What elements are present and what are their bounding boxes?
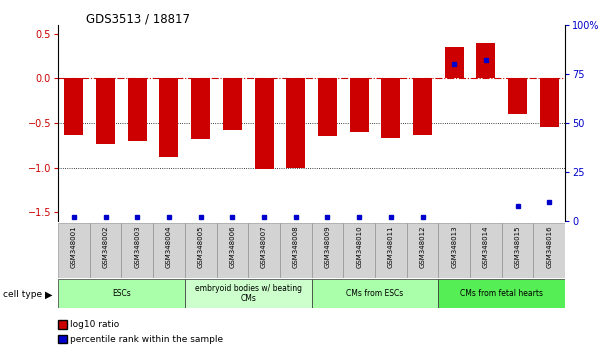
Bar <box>318 78 337 136</box>
Text: GDS3513 / 18817: GDS3513 / 18817 <box>86 12 189 25</box>
Bar <box>445 47 464 78</box>
Bar <box>407 223 439 278</box>
Bar <box>343 223 375 278</box>
Bar <box>90 223 122 278</box>
Bar <box>248 223 280 278</box>
Text: GSM348016: GSM348016 <box>546 226 552 268</box>
Text: GSM348010: GSM348010 <box>356 226 362 268</box>
Text: GSM348008: GSM348008 <box>293 226 299 268</box>
Bar <box>58 223 90 278</box>
Bar <box>96 78 115 144</box>
Text: GSM348005: GSM348005 <box>198 226 203 268</box>
Bar <box>58 279 185 308</box>
Text: log10 ratio: log10 ratio <box>70 320 120 330</box>
Bar <box>255 78 274 170</box>
Text: embryoid bodies w/ beating
CMs: embryoid bodies w/ beating CMs <box>195 284 302 303</box>
Text: GSM348015: GSM348015 <box>514 226 521 268</box>
Text: GSM348002: GSM348002 <box>103 226 109 268</box>
Text: GSM348007: GSM348007 <box>261 226 267 268</box>
Bar <box>349 78 368 132</box>
Bar <box>159 78 178 157</box>
Text: GSM348003: GSM348003 <box>134 226 141 268</box>
Bar <box>64 78 84 135</box>
Bar <box>153 223 185 278</box>
Text: GSM348013: GSM348013 <box>452 226 457 268</box>
Text: CMs from ESCs: CMs from ESCs <box>346 289 404 298</box>
Bar <box>128 78 147 141</box>
Text: GSM348012: GSM348012 <box>420 226 425 268</box>
Bar <box>470 223 502 278</box>
Bar <box>508 78 527 114</box>
Text: GSM348006: GSM348006 <box>229 226 235 268</box>
Bar <box>216 223 248 278</box>
Text: ESCs: ESCs <box>112 289 131 298</box>
Bar <box>438 223 470 278</box>
Bar <box>312 279 438 308</box>
Bar <box>533 223 565 278</box>
Text: GSM348009: GSM348009 <box>324 226 331 268</box>
Bar <box>477 42 496 78</box>
Text: GSM348014: GSM348014 <box>483 226 489 268</box>
Bar <box>413 78 432 135</box>
Bar <box>185 223 216 278</box>
Text: GSM348001: GSM348001 <box>71 226 77 268</box>
Text: ▶: ▶ <box>45 290 52 299</box>
Bar <box>280 223 312 278</box>
Bar <box>223 78 242 130</box>
Bar <box>122 223 153 278</box>
Bar <box>286 78 306 168</box>
Bar <box>540 78 559 127</box>
Bar <box>191 78 210 139</box>
Text: cell type: cell type <box>3 290 42 299</box>
Bar <box>438 279 565 308</box>
Text: GSM348011: GSM348011 <box>388 226 394 268</box>
Bar <box>185 279 312 308</box>
Bar <box>312 223 343 278</box>
Bar <box>381 78 400 138</box>
Bar <box>375 223 407 278</box>
Text: percentile rank within the sample: percentile rank within the sample <box>70 335 224 344</box>
Text: GSM348004: GSM348004 <box>166 226 172 268</box>
Text: CMs from fetal hearts: CMs from fetal hearts <box>460 289 543 298</box>
Bar <box>502 223 533 278</box>
